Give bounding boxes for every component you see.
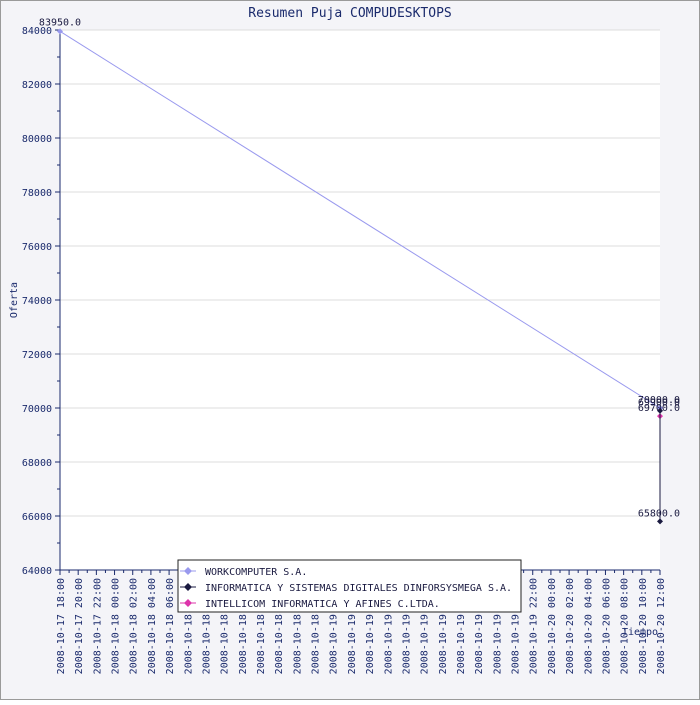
x-tick-label: 2008-10-20 04:00 <box>583 578 594 674</box>
x-tick-label: 2008-10-20 08:00 <box>620 578 631 674</box>
x-tick-label: 2008-10-19 20:00 <box>511 578 522 674</box>
x-tick-label: 2008-10-18 20:00 <box>292 578 303 674</box>
y-tick-label: 64000 <box>22 566 52 577</box>
series-line <box>59 30 661 409</box>
legend-diamond-icon <box>184 567 192 575</box>
legend-item-workcomputer: WORKCOMPUTER S.A. <box>180 567 307 578</box>
x-tick-label: 2008-10-20 02:00 <box>565 578 576 674</box>
x-tick-label: 2008-10-19 00:00 <box>329 578 340 674</box>
y-axis-label: Oferta <box>9 282 20 318</box>
x-tick-label: 2008-10-19 06:00 <box>383 578 394 674</box>
x-tick-label: 2008-10-20 00:00 <box>547 578 558 674</box>
legend-box <box>177 559 522 613</box>
y-tick-label: 76000 <box>22 242 52 253</box>
x-tick-label: 2008-10-18 12:00 <box>220 578 231 674</box>
axes-layer: 64000 66000 68000 70000 72000 74000 76000 78000… <box>22 26 667 674</box>
x-tick-label: 2008-10-17 20:00 <box>74 578 85 674</box>
x-tick-label: 2008-10-18 18:00 <box>274 578 285 674</box>
y-tick-label: 84000 <box>22 26 52 37</box>
x-tick-label: 2008-10-18 04:00 <box>147 578 158 674</box>
y-tick-label: 74000 <box>22 296 52 307</box>
y-tick-label: 80000 <box>22 134 52 145</box>
data-point-marker <box>657 518 663 525</box>
x-axis-label: Tiempo <box>622 627 658 638</box>
data-label: 65800.0 <box>638 508 680 519</box>
x-tick-label: 2008-10-19 08:00 <box>401 578 412 674</box>
data-label: 69900.0 <box>638 398 680 409</box>
x-tick-label: 2008-10-20 06:00 <box>601 578 612 674</box>
legend-item-dinforsysmega: INFORMATICA Y SISTEMAS DIGITALES DINFORS… <box>180 583 512 594</box>
legend-label: INFORMATICA Y SISTEMAS DIGITALES DINFORS… <box>205 583 512 594</box>
y-tick-label: 66000 <box>22 512 52 523</box>
x-tick-label: 2008-10-18 02:00 <box>129 578 140 674</box>
data-point-marker <box>57 28 63 35</box>
x-tick-label: 2008-10-19 14:00 <box>456 578 467 674</box>
x-tick-label: 2008-10-18 22:00 <box>311 578 322 674</box>
y-tick-label: 82000 <box>22 80 52 91</box>
y-tick-label: 72000 <box>22 350 52 361</box>
x-tick-label: 2008-10-20 12:00 <box>656 578 667 674</box>
x-tick-label: 2008-10-18 08:00 <box>183 578 194 674</box>
x-tick-label: 2008-10-19 16:00 <box>474 578 485 674</box>
legend: WORKCOMPUTER S.A. INFORMATICA Y SISTEMAS… <box>177 559 522 613</box>
x-tick-label: 2008-10-19 02:00 <box>347 578 358 674</box>
data-label: 83950.0 <box>39 17 81 28</box>
x-tick-label: 2008-10-19 10:00 <box>420 578 431 674</box>
x-tick-label: 2008-10-18 10:00 <box>201 578 212 674</box>
legend-diamond-icon <box>184 583 192 591</box>
x-tick-label: 2008-10-18 14:00 <box>238 578 249 674</box>
x-tick-label: 2008-10-17 18:00 <box>56 578 67 674</box>
x-tick-label: 2008-10-17 22:00 <box>92 578 103 674</box>
x-tick-label: 2008-10-18 16:00 <box>256 578 267 674</box>
legend-diamond-icon <box>184 599 192 607</box>
x-tick-label: 2008-10-19 12:00 <box>438 578 449 674</box>
y-tick-label: 70000 <box>22 404 52 415</box>
x-tick-label: 2008-10-18 06:00 <box>165 578 176 674</box>
series-layer <box>57 28 663 525</box>
data-label: 70000.0 <box>638 395 680 406</box>
legend-item-intellicom: INTELLICOM INFORMATICA Y AFINES C.LTDA. <box>180 599 440 610</box>
x-tick-label: 2008-10-19 18:00 <box>492 578 503 674</box>
x-tick-label: 2008-10-19 22:00 <box>529 578 540 674</box>
y-tick-label: 78000 <box>22 188 52 199</box>
x-tick-label: 2008-10-19 04:00 <box>365 578 376 674</box>
data-point-marker <box>657 407 663 414</box>
x-tick-label: 2008-10-18 00:00 <box>111 578 122 674</box>
x-tick-label: 2008-10-20 10:00 <box>638 578 649 674</box>
chart-title: Resumen Puja COMPUDESKTOPS <box>248 6 452 21</box>
legend-label: WORKCOMPUTER S.A. <box>205 567 307 578</box>
grid-layer <box>60 29 660 517</box>
data-label: 69700.0 <box>638 403 680 414</box>
y-tick-label: 68000 <box>22 458 52 469</box>
legend-label: INTELLICOM INFORMATICA Y AFINES C.LTDA. <box>205 599 440 610</box>
